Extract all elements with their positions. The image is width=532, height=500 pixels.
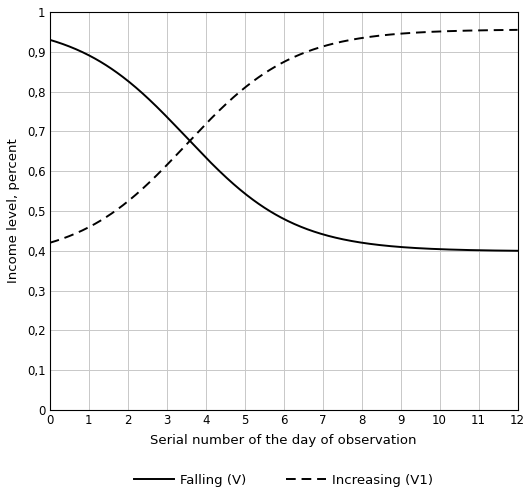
Line: Increasing (V1): Increasing (V1) [49, 30, 518, 243]
Increasing (V1) [325, 42, 331, 48]
Increasing (V1) [300, 50, 306, 56]
Increasing (V1) [46, 240, 53, 246]
Falling (V) [271, 211, 278, 217]
Falling (V) [503, 248, 510, 254]
Falling (V) [514, 248, 521, 254]
Increasing (V1) [430, 28, 436, 34]
Falling (V) [46, 37, 53, 43]
Falling (V) [300, 224, 306, 230]
Increasing (V1) [503, 27, 510, 33]
Legend: Falling (V), Increasing (V1): Falling (V), Increasing (V1) [129, 468, 438, 492]
Increasing (V1) [269, 66, 275, 71]
Falling (V) [325, 233, 331, 239]
Y-axis label: Income level, percent: Income level, percent [7, 138, 20, 284]
Increasing (V1) [514, 27, 521, 33]
Falling (V) [269, 210, 275, 216]
Increasing (V1) [271, 64, 278, 70]
Line: Falling (V): Falling (V) [49, 40, 518, 251]
X-axis label: Serial number of the day of observation: Serial number of the day of observation [151, 434, 417, 447]
Falling (V) [430, 246, 436, 252]
